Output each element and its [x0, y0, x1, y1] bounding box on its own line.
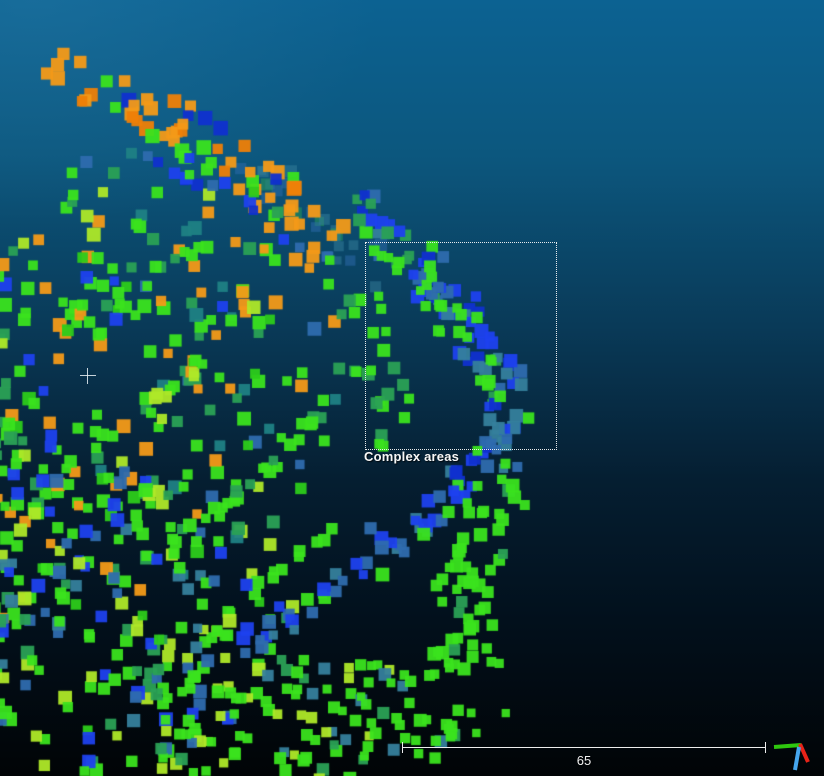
scale-bar-line [402, 747, 766, 748]
selection-rectangle [365, 242, 557, 450]
scale-bar: 65 [402, 742, 766, 768]
axis-orientation-gizmo [773, 743, 810, 771]
green-axis-line [773, 743, 802, 749]
scale-bar-right-tick [765, 742, 766, 753]
crosshair-horizontal-line [80, 375, 96, 376]
crosshair-vertical-line [87, 368, 88, 384]
annotation-label: Complex areas [364, 449, 460, 464]
scale-bar-value: 65 [576, 753, 592, 768]
cursor-crosshair [80, 368, 96, 384]
red-axis-line [798, 743, 810, 763]
blue-axis-line [793, 746, 801, 771]
